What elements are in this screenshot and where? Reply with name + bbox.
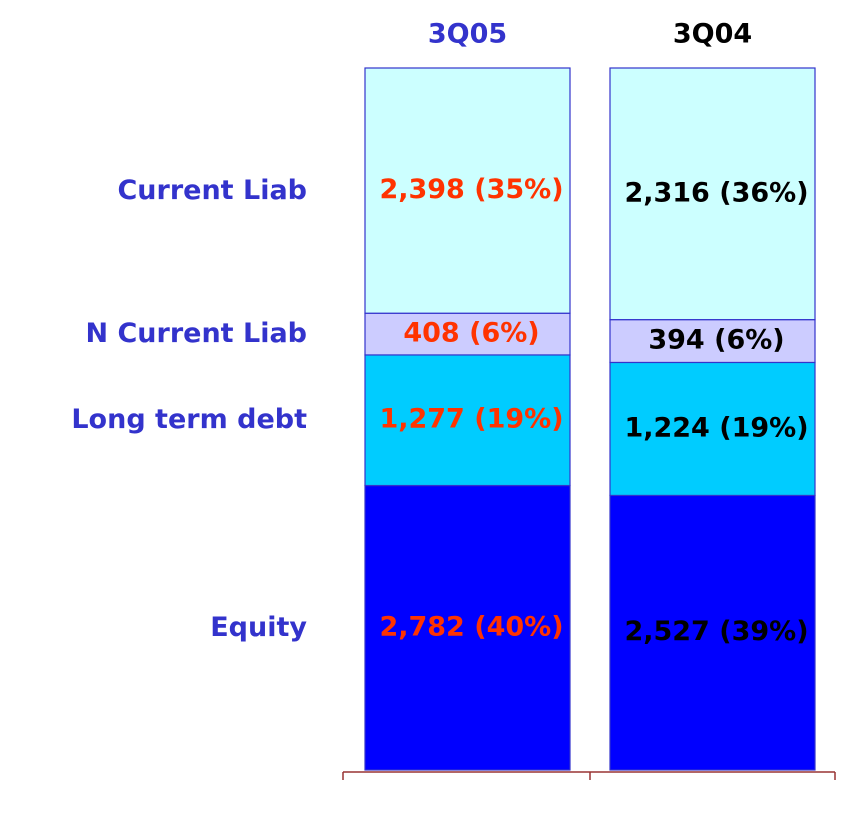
value-label: 1,277 (19%) <box>379 404 563 435</box>
series-label: Long term debt <box>71 404 307 436</box>
bar-segment <box>364 312 571 356</box>
value-label: 2,316 (36%) <box>624 177 808 208</box>
series-label: Equity <box>210 611 307 643</box>
series-label: N Current Liab <box>85 318 307 350</box>
value-label: 394 (6%) <box>648 325 784 356</box>
value-label: 2,527 (39%) <box>624 616 808 647</box>
bar-segment <box>364 354 571 487</box>
value-label: 2,782 (40%) <box>379 611 563 642</box>
bar-segment <box>364 67 571 314</box>
series-label: Current Liab <box>117 174 307 206</box>
value-label: 408 (6%) <box>403 318 539 349</box>
value-label: 1,224 (19%) <box>624 412 808 443</box>
bar-segment <box>609 319 816 364</box>
bar-segment <box>609 67 816 321</box>
bar-segment <box>364 484 571 771</box>
category-label: 3Q04 <box>673 19 752 50</box>
value-label: 2,398 (35%) <box>379 174 563 205</box>
category-label: 3Q05 <box>428 19 507 50</box>
bar-segment <box>609 494 816 771</box>
